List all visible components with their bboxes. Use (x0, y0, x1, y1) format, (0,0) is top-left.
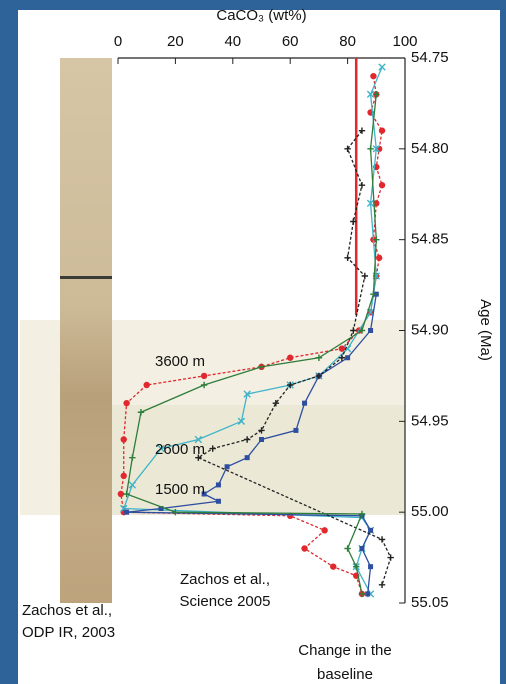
series-label: 1500 m (155, 481, 205, 498)
marker (123, 400, 129, 406)
x-tick-label: 40 (224, 33, 241, 50)
marker (370, 73, 376, 79)
series-label: 2600 m (155, 441, 205, 458)
marker (121, 473, 127, 479)
marker (365, 591, 370, 596)
annotation: baseline (317, 666, 373, 683)
marker (301, 545, 307, 551)
marker (379, 182, 385, 188)
x-tick-label: 100 (392, 33, 417, 50)
marker (345, 355, 350, 360)
marker (293, 428, 298, 433)
annotation: ODP IR, 2003 (22, 624, 115, 641)
marker (124, 510, 129, 515)
chart-title: CaCO₃ (wt%) (216, 7, 306, 24)
marker (359, 546, 364, 551)
marker (368, 328, 373, 333)
core-line (60, 276, 112, 279)
slide: CaCO₃ (wt%) Age (Ma) 0 20 40 60 80 10054.75 54.8… (0, 0, 506, 684)
marker (330, 563, 336, 569)
y-axis-label: Age (Ma) (477, 299, 494, 361)
marker (245, 455, 250, 460)
series-label: 3600 m (155, 353, 205, 370)
marker (368, 528, 373, 533)
marker (118, 491, 124, 497)
annotation: Science 2005 (180, 593, 271, 610)
y-tick-label: 54.80 (411, 140, 449, 157)
x-tick-label: 0 (114, 33, 122, 50)
x-tick-label: 80 (339, 33, 356, 50)
shade-band (110, 405, 405, 515)
y-tick-label: 54.90 (411, 321, 449, 338)
annotation: Change in the (298, 642, 391, 659)
core-photo (60, 58, 112, 603)
x-tick-label: 60 (282, 33, 299, 50)
marker (321, 527, 327, 533)
marker (339, 345, 345, 351)
marker (259, 437, 264, 442)
chart: CaCO₃ (wt%) Age (Ma) 0 20 40 60 80 10054.75 54.8… (0, 0, 506, 684)
marker (144, 382, 150, 388)
marker (376, 255, 382, 261)
marker (379, 127, 385, 133)
annotation: Zachos et al., (22, 602, 112, 619)
marker (216, 499, 221, 504)
y-tick-label: 55.05 (411, 594, 449, 611)
y-tick-label: 54.85 (411, 231, 449, 248)
x-tick-label: 20 (167, 33, 184, 50)
marker (368, 564, 373, 569)
marker (225, 464, 230, 469)
marker (287, 355, 293, 361)
marker (201, 373, 207, 379)
marker (302, 401, 307, 406)
annotation: Zachos et al., (180, 571, 270, 588)
marker (121, 436, 127, 442)
marker (216, 482, 221, 487)
y-tick-label: 54.75 (411, 49, 449, 66)
y-tick-label: 54.95 (411, 412, 449, 429)
y-tick-label: 55.00 (411, 503, 449, 520)
